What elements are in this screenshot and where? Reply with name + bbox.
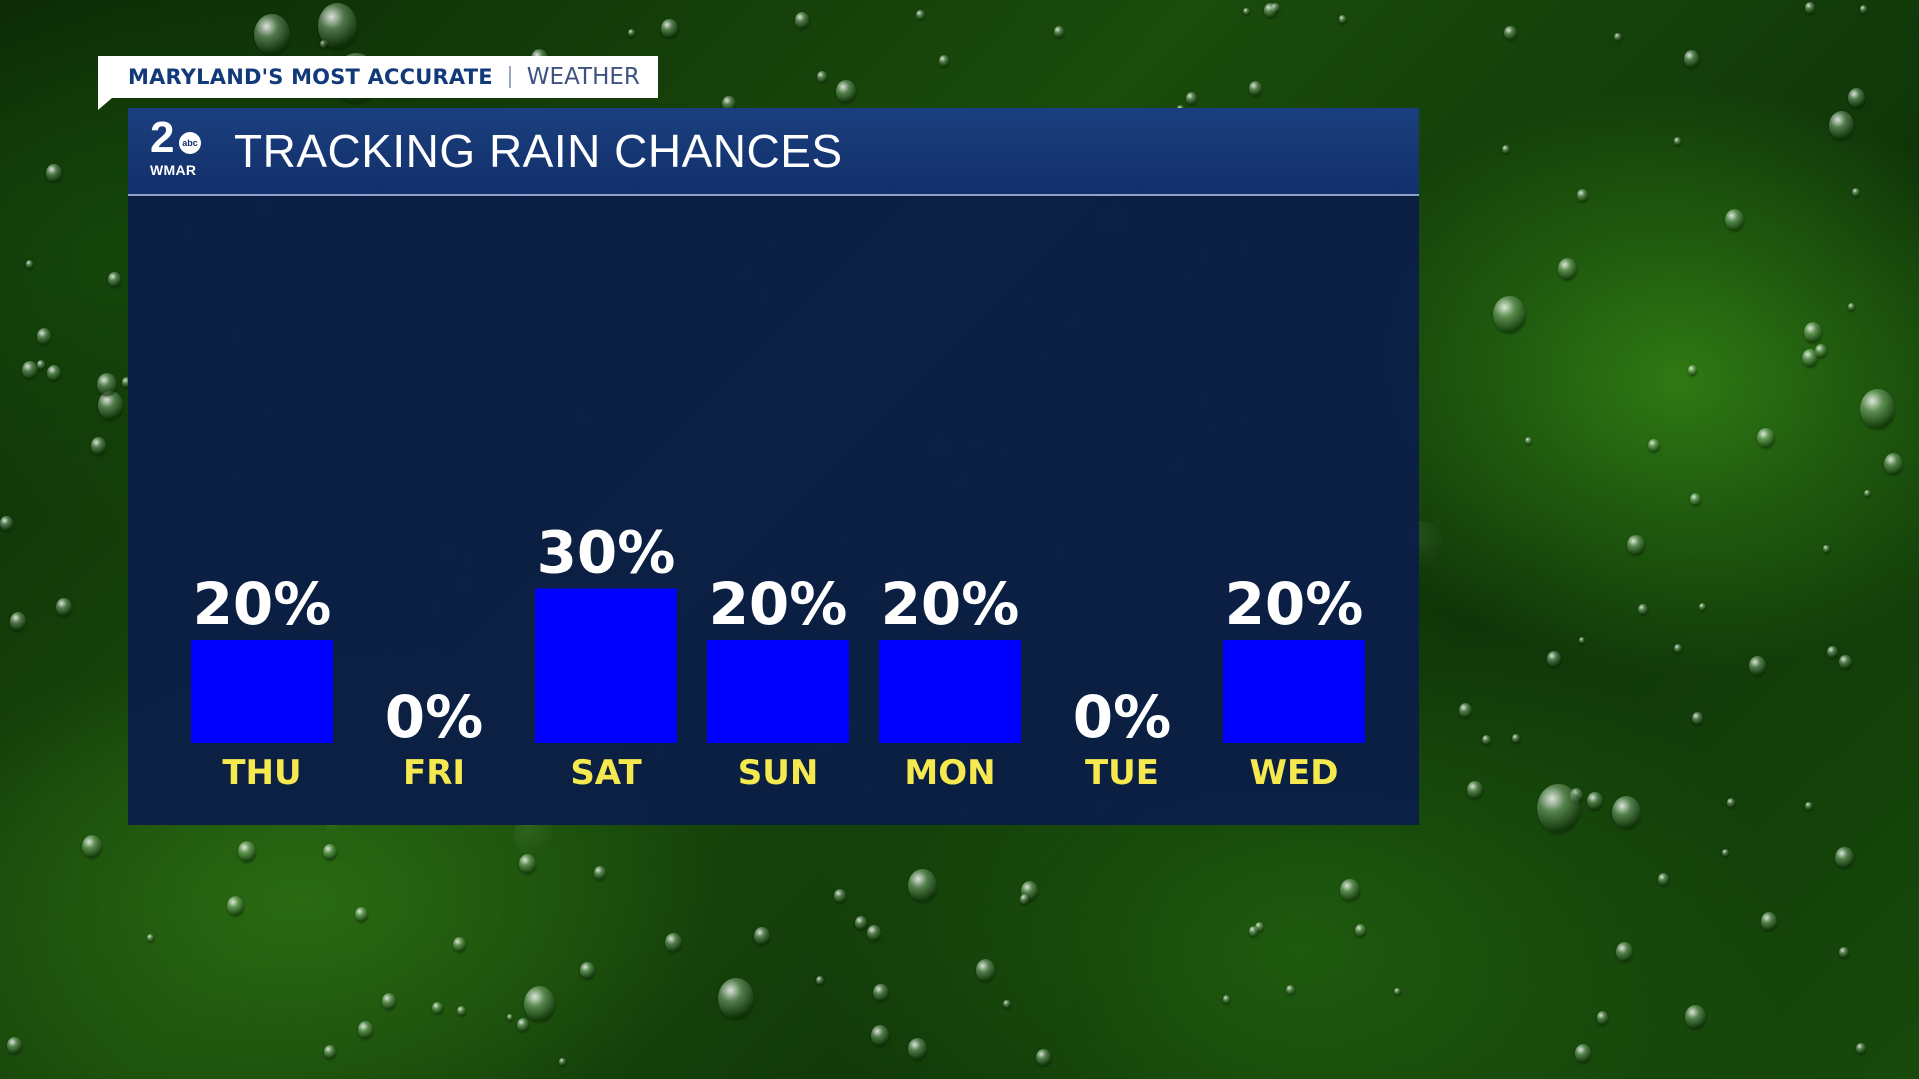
- page-title: TRACKING RAIN CHANCES: [234, 125, 843, 177]
- wmar-logo: 2 abc WMAR: [150, 116, 206, 182]
- day-label-thu: THU: [222, 753, 301, 793]
- bar-sun: [707, 640, 849, 743]
- brand-tagline: MARYLAND'S MOST ACCURATE: [128, 65, 493, 89]
- bar-wed: [1223, 640, 1365, 743]
- abc-network-icon: abc: [179, 132, 201, 154]
- bar-thu: [191, 640, 333, 743]
- day-label-mon: MON: [904, 753, 995, 793]
- day-label-sun: SUN: [738, 753, 819, 793]
- bar-mon: [879, 640, 1021, 743]
- value-label-thu: 20%: [193, 570, 332, 638]
- value-label-wed: 20%: [1225, 570, 1364, 638]
- brand-tab: MARYLAND'S MOST ACCURATE WEATHER: [98, 56, 658, 110]
- day-label-tue: TUE: [1085, 753, 1159, 793]
- day-label-fri: FRI: [403, 753, 465, 793]
- brand-section: WEATHER: [526, 64, 640, 90]
- value-label-sat: 30%: [537, 519, 676, 587]
- panel-header: 2 abc WMAR TRACKING RAIN CHANCES: [128, 108, 1419, 196]
- day-label-sat: SAT: [570, 753, 642, 793]
- value-label-fri: 0%: [385, 683, 483, 751]
- value-label-tue: 0%: [1073, 683, 1171, 751]
- logo-call-letters: WMAR: [150, 162, 197, 178]
- logo-channel-number: 2: [150, 113, 175, 162]
- value-label-sun: 20%: [709, 570, 848, 638]
- bar-sat: [535, 588, 677, 743]
- value-label-mon: 20%: [881, 570, 1020, 638]
- brand-divider: [508, 66, 511, 88]
- day-label-wed: WED: [1250, 753, 1339, 793]
